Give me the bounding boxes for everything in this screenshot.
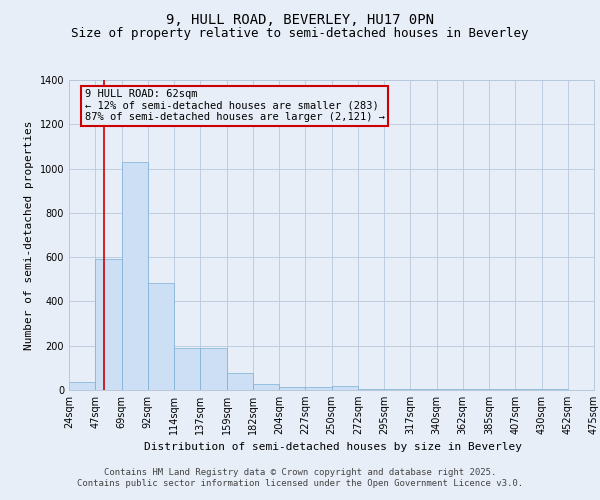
Text: 9 HULL ROAD: 62sqm
← 12% of semi-detached houses are smaller (283)
87% of semi-d: 9 HULL ROAD: 62sqm ← 12% of semi-detache… (85, 90, 385, 122)
Bar (227, 374, 253, 390)
Bar (384, 389, 410, 390)
Bar (279, 386, 305, 390)
Bar (200, 348, 227, 390)
Text: Size of property relative to semi-detached houses in Beverley: Size of property relative to semi-detach… (71, 28, 529, 40)
Bar (253, 384, 279, 390)
Bar (542, 389, 568, 390)
Bar (174, 348, 200, 390)
Bar (437, 389, 463, 390)
Bar (121, 162, 148, 390)
Text: Contains HM Land Registry data © Crown copyright and database right 2025.
Contai: Contains HM Land Registry data © Crown c… (77, 468, 523, 487)
Text: Distribution of semi-detached houses by size in Beverley: Distribution of semi-detached houses by … (144, 442, 522, 452)
Bar (515, 389, 542, 390)
Bar (305, 386, 331, 390)
Text: 9, HULL ROAD, BEVERLEY, HU17 0PN: 9, HULL ROAD, BEVERLEY, HU17 0PN (166, 12, 434, 26)
Bar (331, 386, 358, 390)
Bar (69, 382, 95, 390)
Bar (358, 389, 384, 390)
Bar (148, 282, 174, 390)
Bar (489, 389, 515, 390)
Bar (95, 260, 121, 390)
Y-axis label: Number of semi-detached properties: Number of semi-detached properties (24, 120, 34, 350)
Bar (410, 389, 437, 390)
Bar (463, 389, 489, 390)
